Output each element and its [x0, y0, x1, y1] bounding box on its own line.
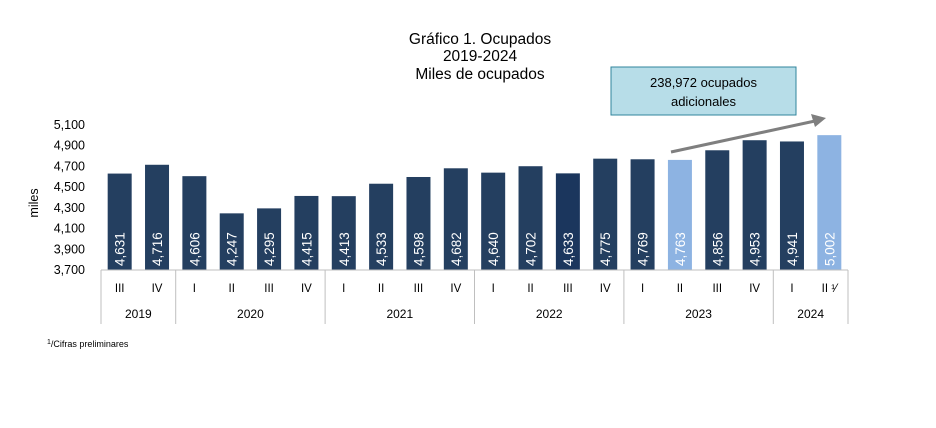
- y-tick-label: 4,500: [54, 180, 85, 194]
- y-tick-label: 3,900: [54, 242, 85, 256]
- year-label: 2019: [125, 307, 152, 321]
- title-line-1: Gráfico 1. Ocupados: [409, 31, 551, 48]
- bar-value-label: 4,631: [113, 232, 128, 266]
- bar-value-label: 4,413: [337, 232, 352, 266]
- title-line-2: 2019-2024: [443, 48, 518, 65]
- callout-box: [610, 66, 797, 116]
- callout-line-2: adicionales: [671, 94, 737, 109]
- bars: 4,631 4,716 4,606 4,247 4,295 4,415 4,413 4,533…: [107, 135, 842, 270]
- bar: [779, 141, 804, 270]
- growth-arrow-head: [811, 114, 826, 127]
- year-label: 2021: [386, 307, 413, 321]
- year-label: 2020: [237, 307, 264, 321]
- quarter-label: I: [641, 283, 644, 295]
- y-tick-label: 5,100: [54, 118, 85, 132]
- bar-value-label: 4,953: [748, 232, 763, 266]
- bar: [481, 172, 506, 270]
- y-axis-ticks: 3,700 3,900 4,100 4,300 4,500 4,700 4,900 5,100: [54, 118, 85, 277]
- quarter-label: I: [342, 283, 345, 295]
- bar-value-label: 4,856: [710, 232, 725, 266]
- bar-value-label: 4,415: [299, 232, 314, 266]
- chart-title: Gráfico 1. Ocupados 2019-2024 Miles de o…: [409, 31, 551, 83]
- quarter-label: II: [677, 283, 683, 295]
- quarter-label: IV: [301, 283, 312, 295]
- y-tick-label: 3,700: [54, 263, 85, 277]
- bar: [257, 208, 282, 270]
- bar: [518, 166, 543, 270]
- quarter-label: III: [115, 283, 125, 295]
- quarter-label: III: [563, 283, 573, 295]
- quarter-label: II ¹⁄: [822, 283, 839, 295]
- bar-value-label: 4,775: [598, 232, 613, 266]
- bar: [593, 158, 618, 270]
- quarter-label: II: [378, 283, 384, 295]
- quarter-label: III: [414, 283, 424, 295]
- bar: [443, 168, 468, 270]
- year-label: 2023: [685, 307, 712, 321]
- bar-value-label: 4,633: [561, 232, 576, 266]
- bar: [817, 135, 842, 270]
- bar-value-label: 4,247: [225, 232, 240, 266]
- quarter-label: III: [264, 283, 274, 295]
- year-label: 2024: [797, 307, 824, 321]
- bar: [406, 176, 431, 270]
- bar-value-label: 4,682: [449, 232, 464, 266]
- bar-value-label: 4,606: [187, 232, 202, 266]
- bar-value-label: 4,295: [262, 232, 277, 266]
- growth-arrow-line: [670, 119, 816, 154]
- quarter-label: I: [492, 283, 495, 295]
- quarter-label: III: [712, 283, 722, 295]
- x-axis: III IV I II III IV I II III IV I II III IV I II III IV I II…: [100, 269, 849, 324]
- quarter-label: I: [790, 283, 793, 295]
- bar-value-label: 4,533: [374, 232, 389, 266]
- footnote-text: /Cifras preliminares: [51, 339, 129, 349]
- quarter-label: II: [229, 283, 235, 295]
- bar: [182, 176, 207, 270]
- y-tick-label: 4,300: [54, 201, 85, 215]
- svg-text:1/Cifras preliminares: 1/Cifras preliminares: [47, 339, 129, 349]
- bar: [107, 173, 132, 270]
- bar: [667, 159, 692, 270]
- bar: [145, 164, 170, 270]
- quarter-label: IV: [749, 283, 760, 295]
- y-tick-label: 4,900: [54, 139, 85, 153]
- title-line-3: Miles de ocupados: [415, 66, 544, 83]
- y-tick-label: 4,700: [54, 159, 85, 173]
- bar: [705, 150, 730, 270]
- bar: [294, 195, 319, 270]
- bar-value-label: 4,769: [636, 232, 651, 266]
- quarter-label: IV: [450, 283, 461, 295]
- footnote-mark: 1: [47, 339, 51, 346]
- bar-value-label: 4,702: [524, 232, 539, 266]
- bar: [555, 173, 580, 270]
- callout-annotation: 238,972 ocupados adicionales: [610, 66, 797, 116]
- bar: [369, 183, 394, 270]
- quarter-label: IV: [152, 283, 163, 295]
- bar-value-label: 4,941: [785, 232, 800, 266]
- year-label: 2022: [536, 307, 563, 321]
- bar: [630, 159, 655, 270]
- bar-value-label: 4,598: [411, 232, 426, 266]
- y-axis-label: miles: [27, 188, 41, 217]
- quarter-label: II: [527, 283, 533, 295]
- bar-value-label: 4,716: [150, 232, 165, 266]
- callout-line-1: 238,972 ocupados: [650, 75, 757, 90]
- quarter-label: I: [193, 283, 196, 295]
- y-tick-label: 4,100: [54, 222, 85, 236]
- quarter-label: IV: [600, 283, 611, 295]
- bar: [219, 213, 244, 270]
- bar-value-label: 5,002: [822, 232, 837, 266]
- bar: [742, 140, 767, 270]
- growth-arrow: [670, 114, 826, 154]
- bar: [331, 196, 356, 270]
- bar-value-label: 4,763: [673, 232, 688, 266]
- footnote: 1/Cifras preliminares: [47, 339, 129, 349]
- bar-value-label: 4,640: [486, 232, 501, 266]
